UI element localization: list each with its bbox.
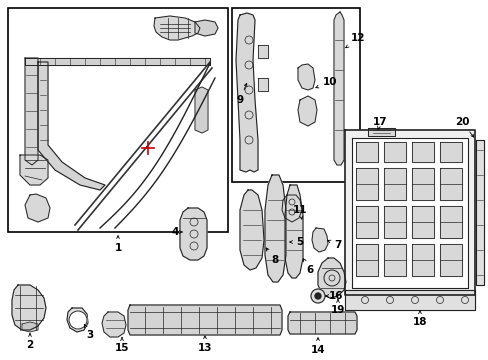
Polygon shape <box>439 206 461 238</box>
Text: 15: 15 <box>115 337 129 353</box>
Polygon shape <box>282 195 302 222</box>
Polygon shape <box>128 305 282 335</box>
Circle shape <box>69 311 87 329</box>
Text: 20: 20 <box>454 117 473 137</box>
Polygon shape <box>38 62 105 190</box>
Polygon shape <box>345 290 474 310</box>
Polygon shape <box>258 78 267 91</box>
Polygon shape <box>383 142 405 162</box>
Polygon shape <box>355 206 377 238</box>
Polygon shape <box>240 190 264 270</box>
Polygon shape <box>355 244 377 276</box>
Polygon shape <box>439 142 461 162</box>
Polygon shape <box>383 244 405 276</box>
Polygon shape <box>367 128 394 136</box>
Text: 11: 11 <box>292 205 306 219</box>
Polygon shape <box>333 12 343 165</box>
Polygon shape <box>22 322 38 332</box>
Polygon shape <box>351 138 467 288</box>
Polygon shape <box>383 168 405 200</box>
Polygon shape <box>411 206 433 238</box>
Circle shape <box>314 293 320 299</box>
Bar <box>231 8 359 182</box>
Text: 18: 18 <box>412 311 427 327</box>
Polygon shape <box>297 64 314 90</box>
Polygon shape <box>297 96 316 126</box>
Polygon shape <box>264 175 285 282</box>
Text: 2: 2 <box>26 334 34 350</box>
Text: 13: 13 <box>197 336 212 353</box>
Polygon shape <box>311 228 327 252</box>
Polygon shape <box>317 258 346 298</box>
Polygon shape <box>236 13 258 172</box>
Text: 6: 6 <box>303 259 313 275</box>
Polygon shape <box>411 244 433 276</box>
Polygon shape <box>355 168 377 200</box>
Text: 7: 7 <box>327 240 341 250</box>
Text: 10: 10 <box>315 77 337 88</box>
Polygon shape <box>25 58 38 165</box>
Polygon shape <box>355 142 377 162</box>
Text: 14: 14 <box>310 338 325 355</box>
Polygon shape <box>475 140 483 285</box>
Polygon shape <box>67 308 88 332</box>
Text: 3: 3 <box>84 325 93 340</box>
Text: 8: 8 <box>265 248 278 265</box>
Polygon shape <box>195 20 218 36</box>
Polygon shape <box>287 312 356 334</box>
Polygon shape <box>25 58 209 65</box>
Text: 17: 17 <box>372 117 386 130</box>
Polygon shape <box>258 45 267 58</box>
Text: 5: 5 <box>289 237 303 247</box>
Text: 16: 16 <box>325 291 343 301</box>
Polygon shape <box>154 16 200 40</box>
Polygon shape <box>20 155 48 185</box>
Polygon shape <box>102 312 126 337</box>
Polygon shape <box>411 142 433 162</box>
Text: 1: 1 <box>114 236 122 253</box>
Text: 4: 4 <box>171 227 182 237</box>
Text: 12: 12 <box>345 33 365 48</box>
Polygon shape <box>439 168 461 200</box>
Polygon shape <box>383 206 405 238</box>
Circle shape <box>310 289 325 303</box>
Polygon shape <box>195 87 207 133</box>
Bar <box>8 8 227 232</box>
Polygon shape <box>439 244 461 276</box>
Polygon shape <box>345 130 474 295</box>
Text: 9: 9 <box>236 84 246 105</box>
Polygon shape <box>25 194 50 222</box>
Polygon shape <box>411 168 433 200</box>
Polygon shape <box>180 208 206 260</box>
Text: 19: 19 <box>330 299 345 315</box>
Polygon shape <box>12 285 46 330</box>
Polygon shape <box>285 185 303 278</box>
